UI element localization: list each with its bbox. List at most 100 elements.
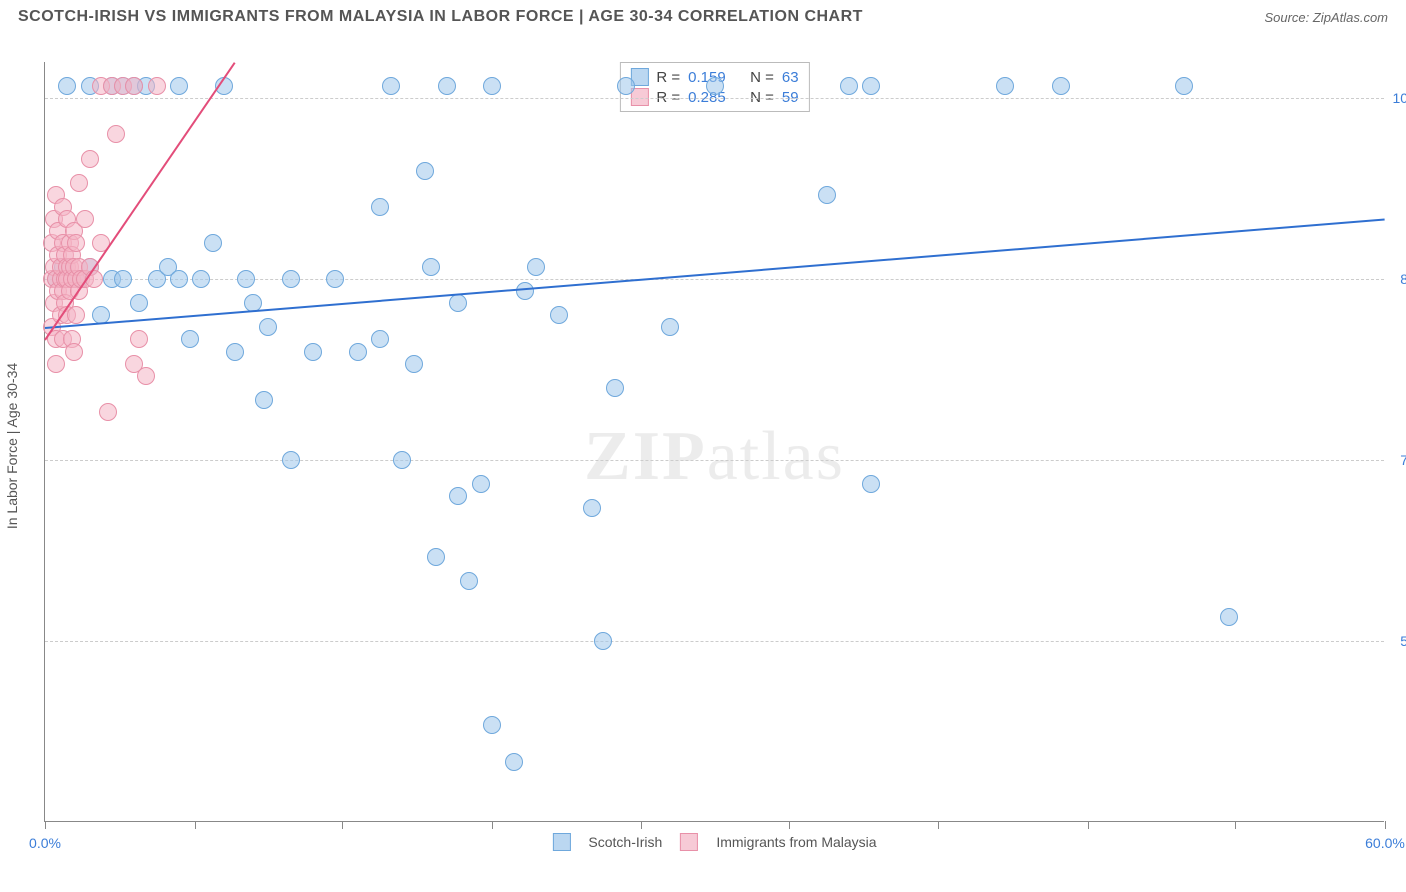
x-tick xyxy=(45,821,46,829)
y-tick-label: 85.0% xyxy=(1390,271,1406,287)
data-point xyxy=(130,294,148,312)
series-legend: Scotch-Irish Immigrants from Malaysia xyxy=(552,833,876,851)
data-point xyxy=(67,306,85,324)
x-tick xyxy=(1088,821,1089,829)
x-tick xyxy=(1235,821,1236,829)
data-point xyxy=(282,451,300,469)
watermark: ZIPatlas xyxy=(584,417,845,497)
data-point xyxy=(70,174,88,192)
data-point xyxy=(1220,608,1238,626)
n-label: N = xyxy=(750,89,774,106)
y-axis-label: In Labor Force | Age 30-34 xyxy=(4,363,20,529)
n-value-blue: 63 xyxy=(782,69,799,86)
x-tick xyxy=(342,821,343,829)
data-point xyxy=(382,77,400,95)
swatch-blue-icon xyxy=(552,833,570,851)
data-point xyxy=(99,403,117,421)
n-value-pink: 59 xyxy=(782,89,799,106)
data-point xyxy=(583,499,601,517)
data-point xyxy=(204,234,222,252)
r-label: R = xyxy=(656,69,680,86)
scatter-chart: ZIPatlas R = 0.159 N = 63 R = 0.285 N = … xyxy=(44,62,1384,822)
watermark-bold: ZIP xyxy=(584,418,707,495)
data-point xyxy=(67,234,85,252)
x-tick-label: 60.0% xyxy=(1365,835,1405,851)
data-point xyxy=(617,77,635,95)
data-point xyxy=(130,330,148,348)
data-point xyxy=(255,391,273,409)
data-point xyxy=(505,753,523,771)
data-point xyxy=(449,294,467,312)
data-point xyxy=(449,487,467,505)
data-point xyxy=(840,77,858,95)
data-point xyxy=(304,343,322,361)
watermark-thin: atlas xyxy=(707,418,845,495)
gridline xyxy=(45,460,1384,461)
data-point xyxy=(1052,77,1070,95)
data-point xyxy=(76,210,94,228)
data-point xyxy=(416,162,434,180)
data-point xyxy=(181,330,199,348)
chart-title: SCOTCH-IRISH VS IMMIGRANTS FROM MALAYSIA… xyxy=(18,8,863,26)
y-tick-label: 55.0% xyxy=(1390,633,1406,649)
x-tick xyxy=(492,821,493,829)
legend-label-blue: Scotch-Irish xyxy=(588,834,662,850)
data-point xyxy=(706,77,724,95)
data-point xyxy=(1175,77,1193,95)
data-point xyxy=(170,270,188,288)
data-point xyxy=(661,318,679,336)
gridline xyxy=(45,98,1384,99)
data-point xyxy=(996,77,1014,95)
data-point xyxy=(594,632,612,650)
gridline xyxy=(45,641,1384,642)
data-point xyxy=(282,270,300,288)
data-point xyxy=(472,475,490,493)
swatch-pink-icon xyxy=(680,833,698,851)
data-point xyxy=(65,343,83,361)
data-point xyxy=(349,343,367,361)
data-point xyxy=(192,270,210,288)
x-tick xyxy=(195,821,196,829)
data-point xyxy=(818,186,836,204)
r-label: R = xyxy=(656,89,680,106)
data-point xyxy=(148,77,166,95)
data-point xyxy=(862,475,880,493)
data-point xyxy=(107,125,125,143)
data-point xyxy=(237,270,255,288)
data-point xyxy=(137,367,155,385)
x-tick xyxy=(938,821,939,829)
data-point xyxy=(422,258,440,276)
data-point xyxy=(405,355,423,373)
n-label: N = xyxy=(750,69,774,86)
x-tick xyxy=(1385,821,1386,829)
data-point xyxy=(862,77,880,95)
y-tick-label: 100.0% xyxy=(1390,90,1406,106)
data-point xyxy=(58,77,76,95)
data-point xyxy=(483,716,501,734)
x-tick xyxy=(641,821,642,829)
data-point xyxy=(427,548,445,566)
source-label: Source: ZipAtlas.com xyxy=(1264,10,1388,25)
data-point xyxy=(460,572,478,590)
data-point xyxy=(550,306,568,324)
data-point xyxy=(606,379,624,397)
data-point xyxy=(371,330,389,348)
data-point xyxy=(393,451,411,469)
data-point xyxy=(81,150,99,168)
data-point xyxy=(170,77,188,95)
data-point xyxy=(326,270,344,288)
data-point xyxy=(371,198,389,216)
data-point xyxy=(438,77,456,95)
data-point xyxy=(47,355,65,373)
legend-label-pink: Immigrants from Malaysia xyxy=(716,834,876,850)
x-tick-label: 0.0% xyxy=(29,835,61,851)
data-point xyxy=(114,270,132,288)
data-point xyxy=(527,258,545,276)
data-point xyxy=(516,282,534,300)
data-point xyxy=(125,77,143,95)
title-bar: SCOTCH-IRISH VS IMMIGRANTS FROM MALAYSIA… xyxy=(0,0,1406,32)
data-point xyxy=(226,343,244,361)
y-tick-label: 70.0% xyxy=(1390,452,1406,468)
x-tick xyxy=(789,821,790,829)
data-point xyxy=(259,318,277,336)
